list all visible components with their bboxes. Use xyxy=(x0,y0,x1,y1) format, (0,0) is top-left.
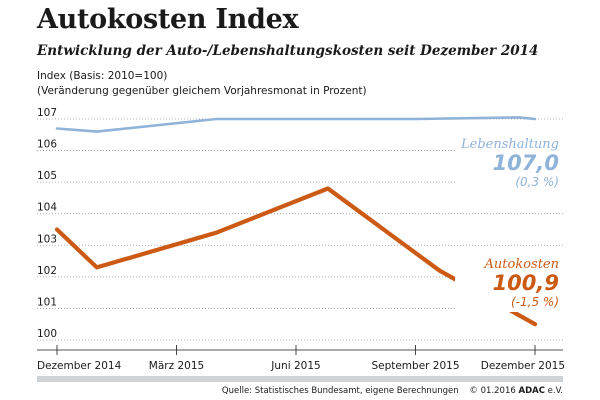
series-label-value: 107,0 xyxy=(493,151,559,175)
copyright-text: © 01.2016 xyxy=(469,386,516,396)
label-backdrop xyxy=(455,254,565,312)
brand-suffix: e.V. xyxy=(547,386,563,396)
y-tick-label: 101 xyxy=(37,296,57,308)
series-label-name: Autokosten xyxy=(484,257,559,272)
label-backdrop xyxy=(455,134,565,192)
y-tick-label: 100 xyxy=(37,328,57,340)
y-tick-label: 102 xyxy=(37,265,57,277)
source-line: Quelle: Statistisches Bundesamt, eigene … xyxy=(222,386,563,396)
chart-subtitle: Entwicklung der Auto-/Lebenshaltungskost… xyxy=(37,43,539,59)
change-note: (Veränderung gegenüber gleichem Vorjahre… xyxy=(37,85,367,97)
footer-bar xyxy=(37,376,563,382)
x-tick-label: Dezember 2014 xyxy=(37,360,122,372)
y-tick-label: 103 xyxy=(37,233,57,245)
y-tick-label: 105 xyxy=(37,170,57,182)
series-line-lebenshaltung xyxy=(55,116,537,133)
y-tick-label: 107 xyxy=(37,107,57,119)
series-label-change: (-1,5 %) xyxy=(511,295,559,309)
source-text: Quelle: Statistisches Bundesamt, eigene … xyxy=(221,386,459,396)
brand-logo-text: ADAC xyxy=(518,386,545,396)
index-basis-note: Index (Basis: 2010=100) xyxy=(37,70,168,82)
x-tick-label: März 2015 xyxy=(149,360,204,372)
series-label-name: Lebenshaltung xyxy=(460,137,559,152)
x-tick-label: September 2015 xyxy=(371,360,459,372)
series-label-value: 100,9 xyxy=(493,271,559,295)
y-tick-label: 106 xyxy=(37,139,57,151)
series-label-change: (0,3 %) xyxy=(515,175,559,189)
x-tick-label: Dezember 2015 xyxy=(481,360,565,372)
chart-title: Autokosten Index xyxy=(37,4,299,35)
x-tick-label: Juni 2015 xyxy=(270,360,320,372)
y-tick-label: 104 xyxy=(37,202,57,214)
